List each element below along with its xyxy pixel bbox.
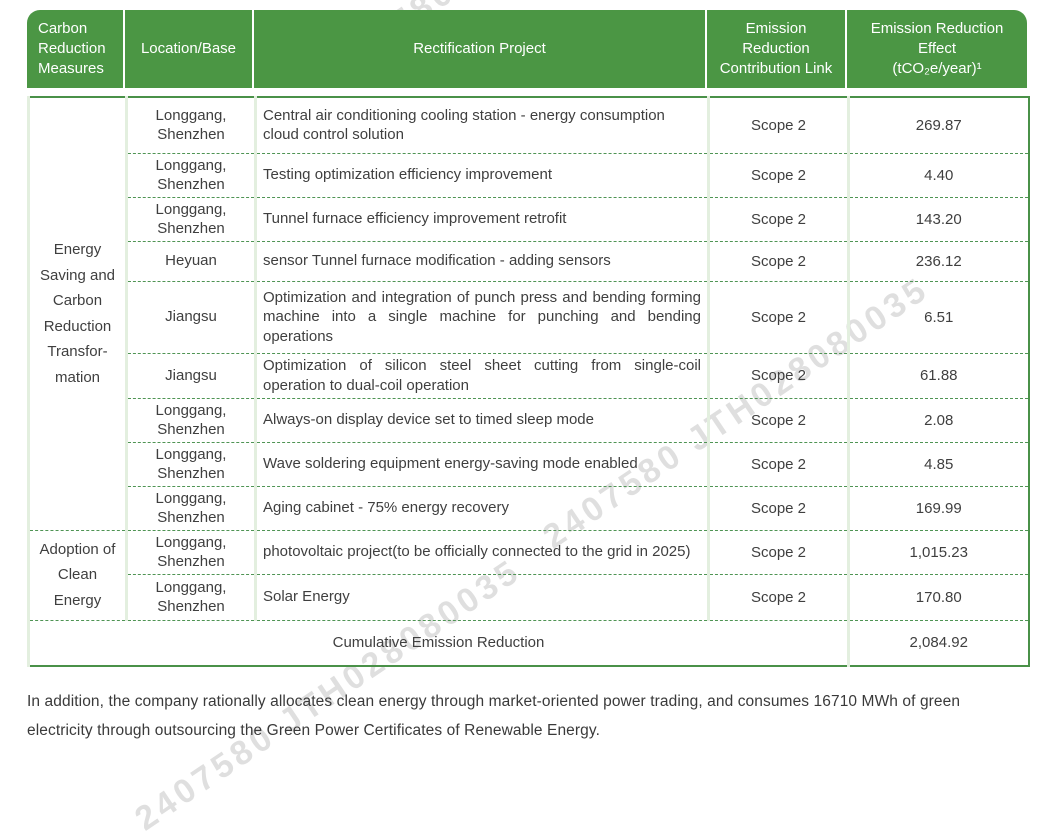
table-row: Longgang, Shenzhen Wave soldering equipm…: [29, 441, 1029, 486]
scope-cell: Scope 2: [707, 96, 849, 153]
value-cell: 236.12: [847, 240, 1029, 281]
summary-label-cell: Cumulative Emission Reduction: [27, 619, 849, 666]
location-cell: Longgang, Shenzhen: [125, 196, 256, 241]
table-row: Longgang, Shenzhen Always-on display dev…: [29, 397, 1029, 442]
location-cell: Longgang, Shenzhen: [125, 485, 256, 530]
table-row: Jiangsu Optimization and integration of …: [29, 280, 1029, 353]
scope-cell: Scope 2: [707, 397, 849, 442]
scope-cell: Scope 2: [707, 573, 849, 620]
header-location-base: Location/Base: [125, 10, 254, 88]
report-table-page: Carbon Reduction Measures Location/Base …: [27, 10, 1054, 739]
header-carbon-reduction-measures: Carbon Reduction Measures: [27, 10, 125, 88]
project-cell: Optimization of silicon steel sheet cutt…: [254, 352, 709, 398]
table-row: Longgang, Shenzhen Solar Energy Scope 2 …: [29, 573, 1029, 620]
summary-row: Cumulative Emission Reduction 2,084.92: [27, 619, 1029, 666]
project-cell: Always-on display device set to timed sl…: [254, 397, 709, 442]
value-cell: 6.51: [847, 280, 1029, 353]
header-emission-reduction-contribution-link: Emission Reduction Contribution Link: [707, 10, 847, 88]
project-cell: Optimization and integration of punch pr…: [254, 280, 709, 353]
header-rectification-project: Rectification Project: [254, 10, 707, 88]
scope-cell: Scope 2: [707, 441, 849, 486]
location-cell: Jiangsu: [125, 352, 256, 398]
scope-cell: Scope 2: [707, 529, 849, 574]
scope-cell: Scope 2: [707, 196, 849, 241]
project-cell: Central air conditioning cooling station…: [254, 96, 709, 153]
scope-cell: Scope 2: [707, 485, 849, 530]
value-cell: 4.40: [847, 152, 1029, 197]
table-row: Energy Saving and Carbon Reduction Trans…: [27, 96, 1029, 530]
value-cell: 143.20: [847, 196, 1029, 241]
table-row: Jiangsu Optimization of silicon steel sh…: [29, 352, 1029, 398]
table-row: Longgang, Shenzhen Testing optimization …: [29, 152, 1029, 197]
table-header-row: Carbon Reduction Measures Location/Base …: [27, 10, 1027, 88]
value-cell: 170.80: [847, 573, 1029, 620]
scope-cell: Scope 2: [707, 280, 849, 353]
scope-cell: Scope 2: [707, 240, 849, 281]
project-cell: Solar Energy: [254, 573, 709, 620]
table-row: Heyuan sensor Tunnel furnace modificatio…: [29, 240, 1029, 281]
value-cell: 2.08: [847, 397, 1029, 442]
value-cell: 269.87: [847, 96, 1029, 153]
location-cell: Longgang, Shenzhen: [125, 441, 256, 486]
table-row: Adoption of Clean Energy Longgang, Shenz…: [27, 529, 1029, 620]
location-cell: Longgang, Shenzhen: [125, 529, 256, 574]
value-cell: 169.99: [847, 485, 1029, 530]
table-row: Longgang, Shenzhen Aging cabinet - 75% e…: [29, 485, 1029, 530]
project-cell: Testing optimization efficiency improvem…: [254, 152, 709, 197]
location-cell: Longgang, Shenzhen: [125, 96, 256, 153]
project-cell: Tunnel furnace efficiency improvement re…: [254, 196, 709, 241]
value-cell: 4.85: [847, 441, 1029, 486]
value-cell: 1,015.23: [847, 529, 1029, 574]
emission-reduction-table: Energy Saving and Carbon Reduction Trans…: [27, 96, 1030, 667]
project-cell: Aging cabinet - 75% energy recovery: [254, 485, 709, 530]
location-cell: Longgang, Shenzhen: [125, 573, 256, 620]
location-cell: Heyuan: [125, 240, 256, 281]
measure-group-cell: Adoption of Clean Energy: [27, 529, 127, 620]
project-cell: photovoltaic project(to be officially co…: [254, 529, 709, 574]
value-cell: 61.88: [847, 352, 1029, 398]
location-cell: Longgang, Shenzhen: [125, 397, 256, 442]
scope-cell: Scope 2: [707, 352, 849, 398]
footnote-paragraph: In addition, the company rationally allo…: [27, 693, 961, 739]
header-body-gap: [27, 88, 1054, 96]
scope-cell: Scope 2: [707, 152, 849, 197]
table-row: Longgang, Shenzhen Tunnel furnace effici…: [29, 196, 1029, 241]
project-cell: Wave soldering equipment energy-saving m…: [254, 441, 709, 486]
measure-group-cell: Energy Saving and Carbon Reduction Trans…: [27, 96, 127, 530]
header-emission-reduction-effect: Emission Reduction Effect (tCO₂e/year)¹: [870, 19, 1004, 78]
summary-value-cell: 2,084.92: [847, 619, 1029, 666]
location-cell: Jiangsu: [125, 280, 256, 353]
location-cell: Longgang, Shenzhen: [125, 152, 256, 197]
project-cell: sensor Tunnel furnace modification - add…: [254, 240, 709, 281]
